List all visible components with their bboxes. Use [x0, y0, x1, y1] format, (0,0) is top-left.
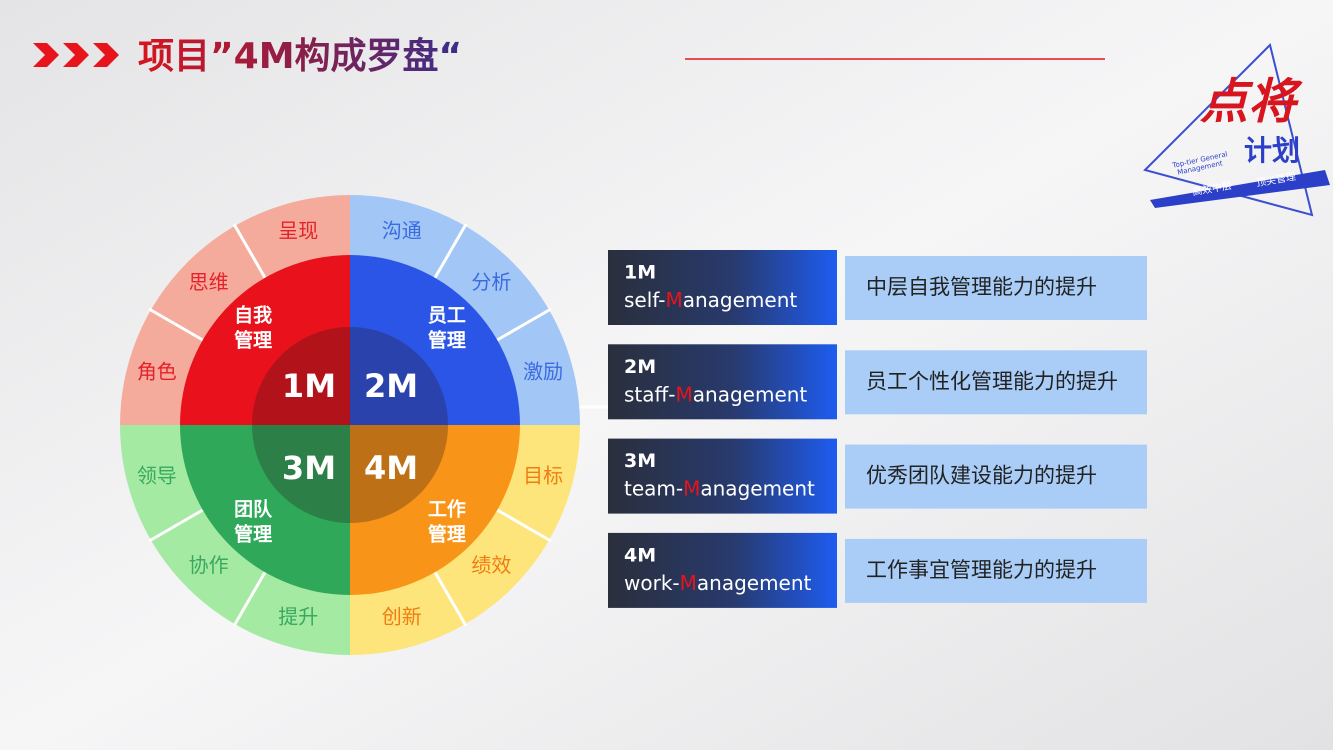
middle-ring-segment	[350, 425, 520, 595]
quadrant-name: 员工	[428, 305, 466, 327]
row-name-suffix: anagement	[697, 570, 812, 594]
title-arrows	[33, 43, 119, 67]
row-label-box	[608, 438, 837, 514]
quadrant-code: 2M	[364, 367, 418, 405]
row-code: 1M	[624, 262, 656, 284]
ring-divider	[232, 223, 267, 279]
aspect-label: 思维	[189, 270, 229, 294]
row-description-box	[845, 256, 1147, 320]
row-label-box	[608, 532, 837, 608]
quadrant-code: 3M	[282, 449, 336, 487]
row-description: 优秀团队建设能力的提升	[866, 464, 1097, 488]
row-name-letter: M	[683, 476, 700, 500]
logo-main: 点将	[1200, 74, 1303, 130]
quadrant-name: 管理	[428, 522, 466, 545]
row-name: work-Management	[624, 570, 812, 594]
row-name-prefix: self-	[624, 288, 665, 312]
ring-divider	[433, 571, 468, 627]
logo-sub: 计划	[1244, 134, 1300, 167]
row-name-letter: M	[665, 288, 682, 312]
quadrant-code: 1M	[282, 367, 336, 405]
aspect-label: 目标	[523, 463, 563, 487]
row-name: staff-Management	[624, 382, 807, 406]
row-description: 工作事宜管理能力的提升	[866, 558, 1097, 582]
row-name-suffix: anagement	[683, 288, 798, 312]
middle-ring-segment	[180, 425, 350, 595]
row-name: self-Management	[624, 288, 797, 312]
inner-circle	[252, 327, 448, 523]
row-description-box	[845, 538, 1147, 603]
aspect-label: 创新	[382, 605, 422, 629]
ring-divider	[148, 307, 204, 342]
row-code: 3M	[624, 450, 656, 472]
rows: 1Mself-Management中层自我管理能力的提升2Mstaff-Mana…	[608, 250, 1147, 608]
row-code: 2M	[624, 356, 656, 378]
ring-divider	[148, 508, 204, 543]
ring-divider	[232, 571, 267, 627]
title: 项目”4M构成罗盘“	[138, 35, 462, 77]
aspect-label: 沟通	[382, 218, 422, 242]
row-name-prefix: work-	[624, 570, 680, 594]
aspect-label: 绩效	[471, 553, 511, 577]
quadrant-name: 管理	[234, 329, 272, 352]
row-description: 员工个性化管理能力的提升	[866, 369, 1118, 393]
row-description-box	[845, 444, 1147, 509]
row-code: 4M	[624, 544, 656, 566]
row-label-box	[608, 344, 837, 420]
row-name-suffix: anagement	[700, 476, 815, 500]
row-name-prefix: staff-	[624, 382, 676, 406]
row-name-letter: M	[680, 570, 697, 594]
row-name-suffix: anagement	[693, 382, 808, 406]
ring-divider	[496, 307, 552, 342]
row-name-prefix: team-	[624, 476, 683, 500]
quadrant-code: 4M	[364, 449, 418, 487]
quadrant-name: 工作	[428, 497, 466, 520]
row-name: team-Management	[624, 476, 815, 500]
row-name-letter: M	[676, 382, 693, 406]
quadrant-name: 管理	[428, 329, 466, 352]
aspect-label: 领导	[137, 463, 177, 487]
quadrant-name: 自我	[234, 304, 272, 327]
aspect-label: 提升	[278, 605, 318, 629]
row-description-box	[845, 350, 1147, 415]
quadrant-name: 团队	[234, 497, 273, 520]
aspect-label: 分析	[471, 270, 511, 294]
ring-divider	[433, 223, 468, 279]
aspect-label: 呈现	[278, 218, 318, 242]
aspect-label: 激励	[523, 360, 563, 384]
middle-ring-segment	[350, 255, 520, 425]
row-label-box	[608, 250, 837, 325]
middle-ring-segment	[180, 255, 350, 425]
aspect-label: 角色	[137, 360, 177, 384]
quadrant-name: 管理	[234, 522, 272, 545]
aspect-label: 协作	[189, 553, 229, 577]
ring-divider	[496, 508, 552, 543]
row-description: 中层自我管理能力的提升	[866, 275, 1097, 299]
